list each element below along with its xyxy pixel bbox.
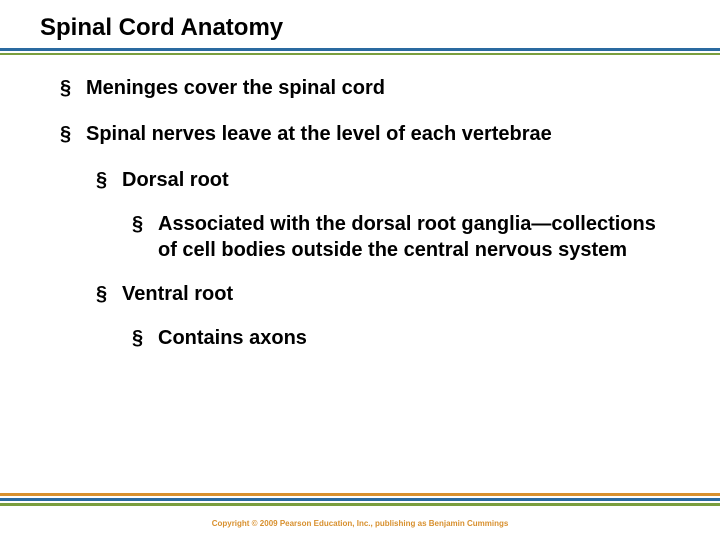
list-item: Contains axons	[132, 325, 670, 351]
bullet-list: Meninges cover the spinal cord Spinal ne…	[60, 75, 670, 351]
copyright-text: Copyright © 2009 Pearson Education, Inc.…	[0, 519, 720, 528]
list-item: Meninges cover the spinal cord	[60, 75, 670, 101]
title-underline	[0, 48, 720, 55]
title-block: Spinal Cord Anatomy	[0, 0, 720, 42]
list-item: Spinal nerves leave at the level of each…	[60, 121, 670, 147]
footer-stripe-5	[0, 503, 720, 506]
list-item: Dorsal root	[96, 167, 670, 193]
footer-bar	[0, 493, 720, 506]
list-item: Ventral root	[96, 281, 670, 307]
list-item: Associated with the dorsal root ganglia—…	[132, 211, 670, 263]
content-area: Meninges cover the spinal cord Spinal ne…	[0, 55, 720, 351]
page-title: Spinal Cord Anatomy	[40, 14, 720, 42]
